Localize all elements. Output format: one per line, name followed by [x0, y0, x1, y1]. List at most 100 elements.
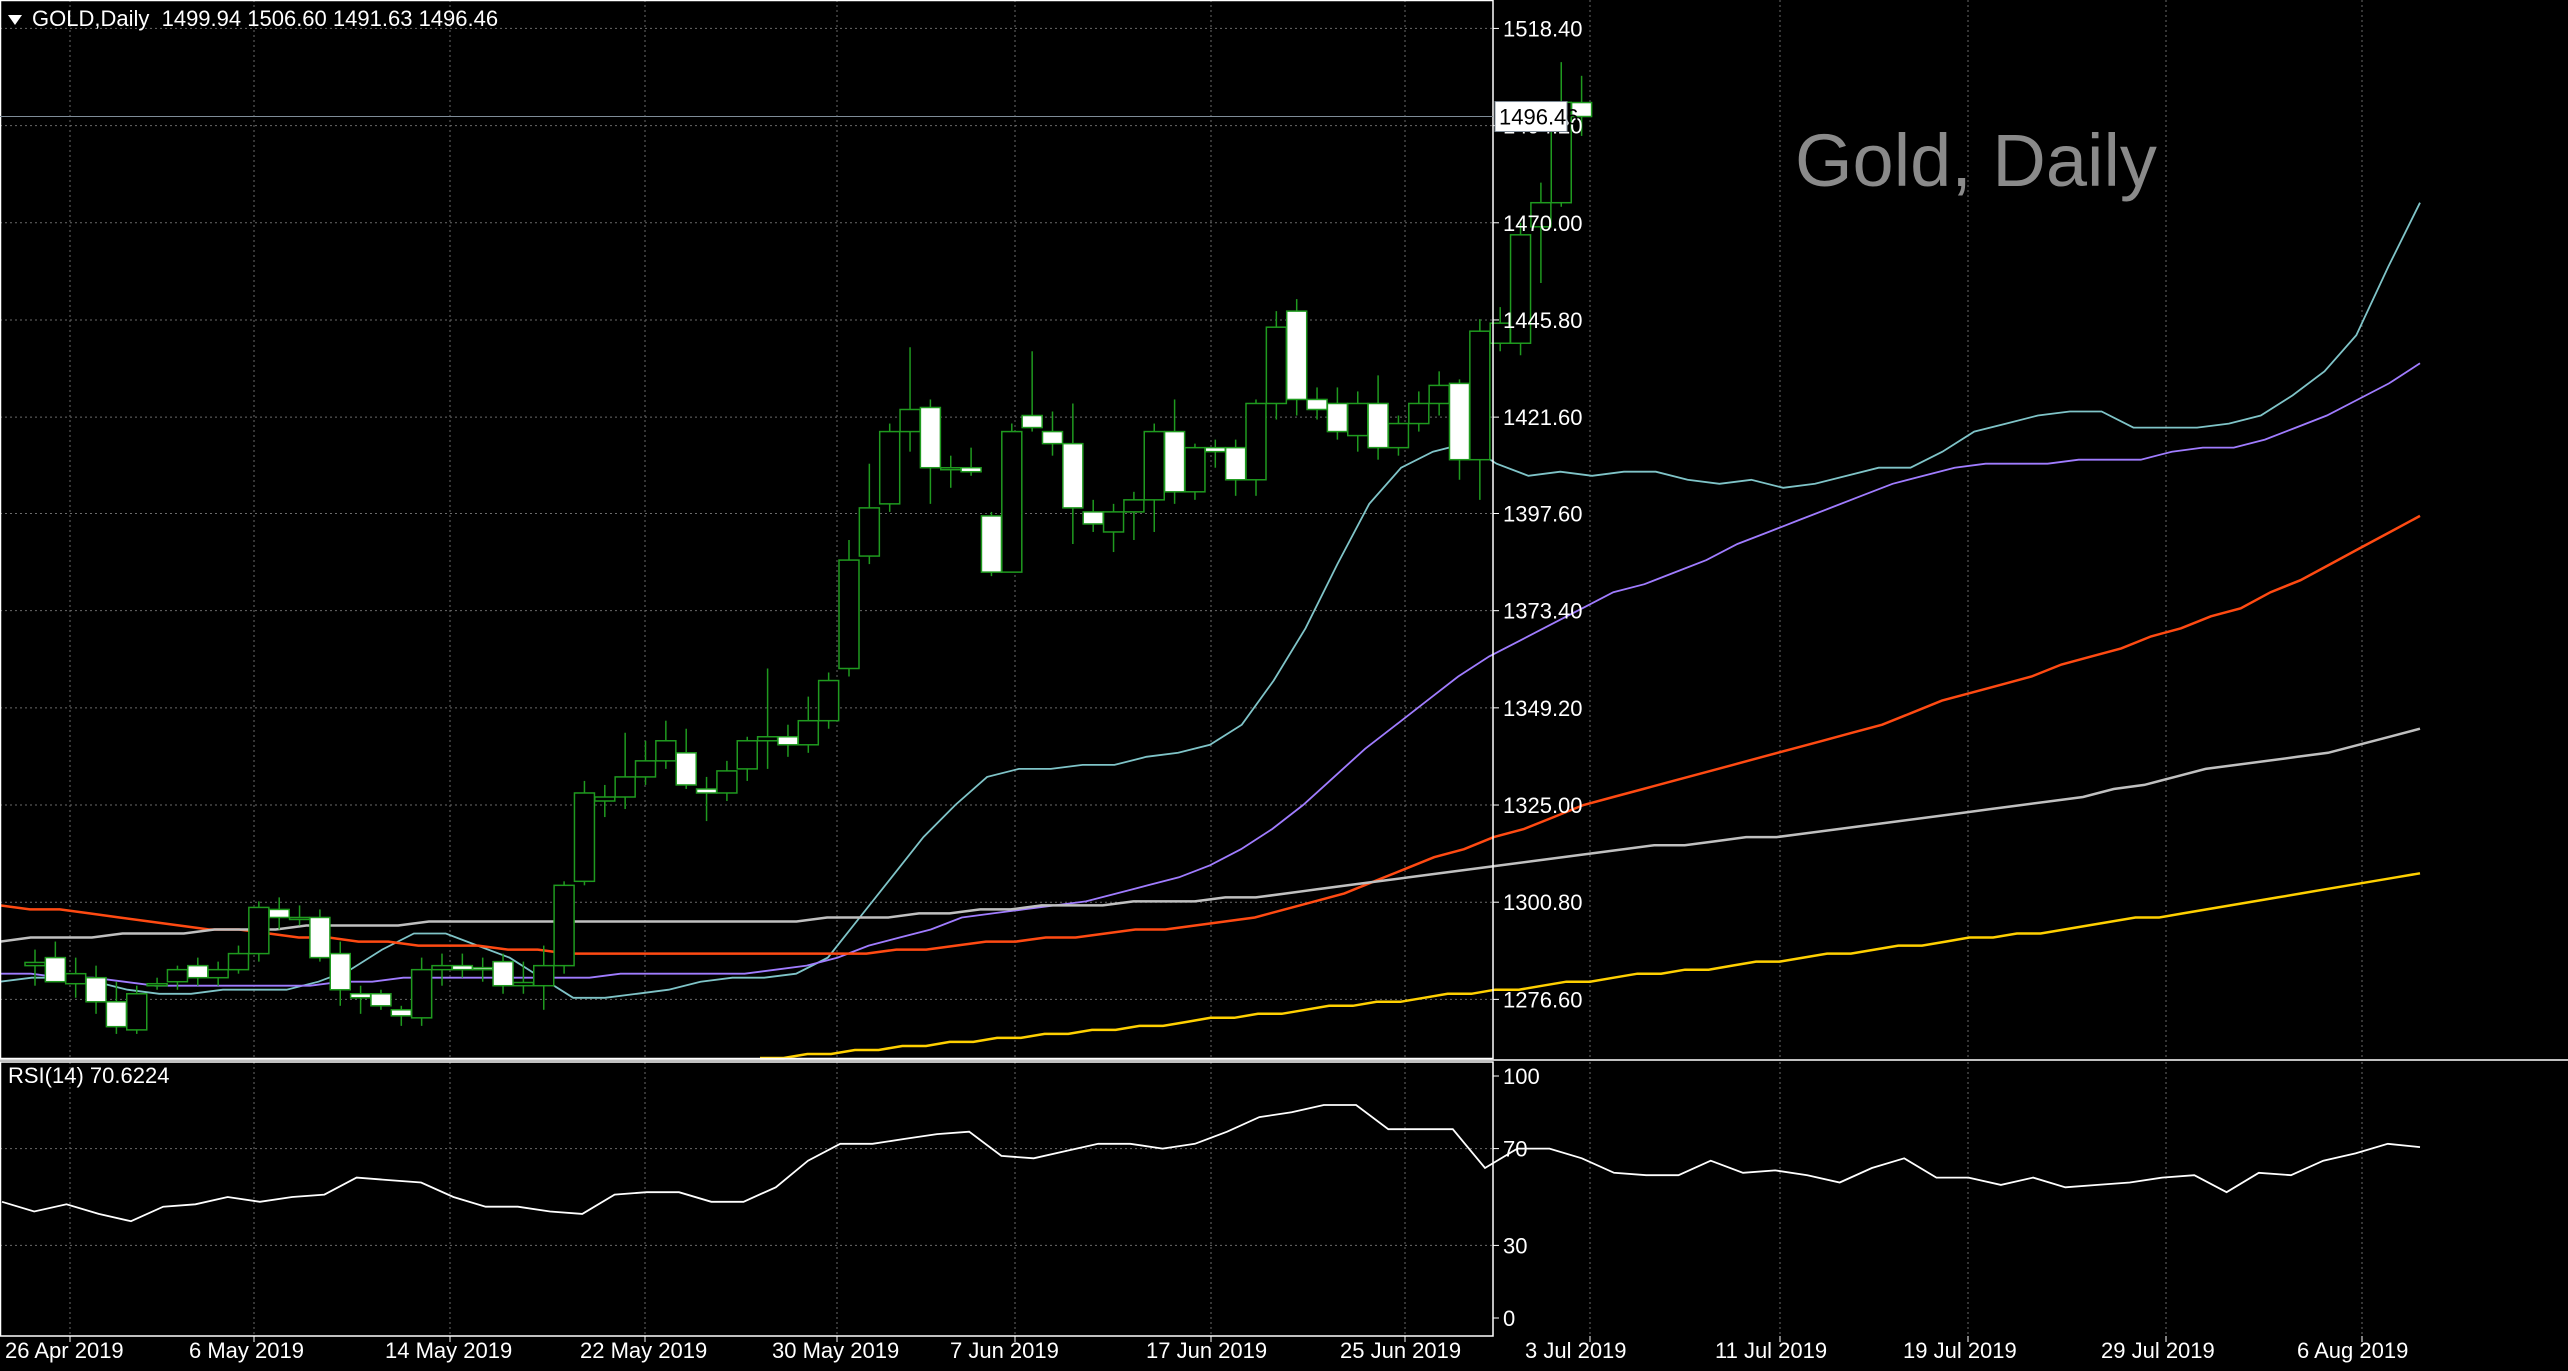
price-tick-label: 1470.00 — [1503, 211, 1583, 236]
candle-body — [675, 752, 697, 786]
candle-body — [573, 792, 596, 883]
rsi-tick-label: 30 — [1503, 1233, 1527, 1258]
candle-body — [451, 964, 474, 971]
current-price-label: 1496.46 — [1499, 105, 1579, 130]
candle-body — [146, 982, 168, 987]
candle-body — [1102, 511, 1125, 533]
rsi-line — [1, 1104, 2421, 1223]
axes — [0, 0, 2568, 1337]
moving-average-line — [760, 872, 2421, 1060]
candle-body — [105, 1001, 128, 1028]
chart-header: GOLD,Daily 1499.94 1506.60 1491.63 1496.… — [8, 6, 498, 32]
candle-body — [309, 916, 331, 959]
rsi-axis-ticks: 100 70 30 0 — [1493, 1064, 1540, 1331]
current-price-marker: 1496.46 — [1494, 101, 1579, 133]
moving-average-lines — [0, 202, 2421, 1060]
price-tick-label: 1397.60 — [1503, 501, 1583, 526]
candle-body — [1204, 446, 1227, 453]
candle-body — [1285, 310, 1308, 401]
candle-body — [85, 976, 107, 1003]
date-tick-label: 30 May 2019 — [772, 1338, 899, 1363]
candle-body — [1001, 430, 1023, 573]
candle-body — [797, 719, 820, 746]
candle-body — [288, 916, 311, 921]
candle-body — [1570, 101, 1593, 118]
grid-lines — [0, 0, 2363, 1336]
candle-body — [349, 993, 372, 999]
candle-body — [878, 430, 901, 505]
candle-body — [44, 956, 67, 983]
candle-body — [1347, 402, 1369, 437]
candle-body — [1082, 511, 1104, 525]
candle-body — [1326, 402, 1349, 433]
candle-body — [207, 968, 229, 979]
candle-body — [410, 968, 433, 1019]
dropdown-triangle-icon[interactable] — [8, 15, 22, 26]
rsi-tick-label: 70 — [1503, 1137, 1527, 1162]
candle-body — [471, 966, 494, 971]
candle-body — [1265, 326, 1288, 405]
candle-body — [1041, 430, 1064, 445]
main-panel-frame — [0, 0, 1494, 1060]
candle-body — [553, 884, 575, 967]
candle-body — [716, 770, 738, 794]
candle-body — [248, 906, 270, 955]
candle-body — [1163, 430, 1186, 493]
candle-body — [1245, 402, 1267, 481]
candle-body — [24, 961, 46, 967]
rsi-header: RSI(14) 70.6224 — [8, 1063, 170, 1088]
candle-body — [634, 760, 657, 778]
candle-body — [329, 952, 351, 991]
date-tick-label: 25 Jun 2019 — [1340, 1338, 1461, 1363]
candle-body — [614, 776, 636, 798]
candle-body — [1224, 446, 1247, 481]
candle-body — [227, 952, 250, 971]
chart-watermark: Gold, Daily — [1795, 119, 2157, 202]
candle-body — [268, 908, 290, 919]
candle-body — [1469, 330, 1491, 461]
price-tick-label: 1349.20 — [1503, 696, 1583, 721]
candle-body — [960, 466, 982, 473]
candle-body — [64, 972, 87, 985]
candle-body — [695, 788, 718, 794]
candle-body — [1530, 201, 1552, 228]
rsi-tick-label: 100 — [1503, 1064, 1540, 1089]
date-tick-label: 14 May 2019 — [385, 1338, 512, 1363]
candle-body — [1184, 446, 1206, 493]
open-value: 1499.94 — [161, 6, 242, 31]
date-tick-label: 22 May 2019 — [580, 1338, 707, 1363]
candle-body — [166, 968, 189, 983]
date-tick-label: 29 Jul 2019 — [2101, 1338, 2215, 1363]
rsi-tick-label: 0 — [1503, 1306, 1515, 1331]
moving-average-line — [0, 727, 2421, 943]
candle-body — [980, 515, 1003, 573]
candle-body — [1367, 402, 1389, 449]
price-tick-label: 1421.60 — [1503, 405, 1583, 430]
low-value: 1491.63 — [332, 6, 413, 31]
price-tick-label: 1325.00 — [1503, 793, 1583, 818]
candle-body — [1143, 430, 1165, 501]
candle-body — [817, 679, 840, 722]
candle-body — [1387, 422, 1410, 449]
moving-average-line — [0, 362, 2421, 987]
candle-body — [858, 507, 881, 557]
candle-body — [1408, 402, 1430, 425]
date-tick-label: 6 Aug 2019 — [2297, 1338, 2408, 1363]
close-value: 1496.46 — [418, 6, 499, 31]
candle-body — [1448, 382, 1471, 461]
time-axis-ticks: 26 Apr 2019 6 May 2019 14 May 2019 22 May 2… — [5, 1336, 2408, 1363]
candle-body — [533, 964, 555, 987]
date-tick-label: 19 Jul 2019 — [1903, 1338, 2017, 1363]
candle-body — [126, 993, 148, 1031]
candle-body — [512, 981, 535, 987]
moving-average-line — [0, 202, 2421, 999]
candle-body — [1123, 499, 1145, 513]
candle-body — [1509, 234, 1532, 344]
symbol-label: GOLD,Daily — [32, 6, 150, 31]
price-tick-label: 1276.60 — [1503, 987, 1583, 1012]
candle-body — [1306, 398, 1328, 411]
rsi-series-line — [1, 1104, 2421, 1223]
candle-body — [736, 740, 758, 770]
candle-body — [370, 993, 392, 1007]
